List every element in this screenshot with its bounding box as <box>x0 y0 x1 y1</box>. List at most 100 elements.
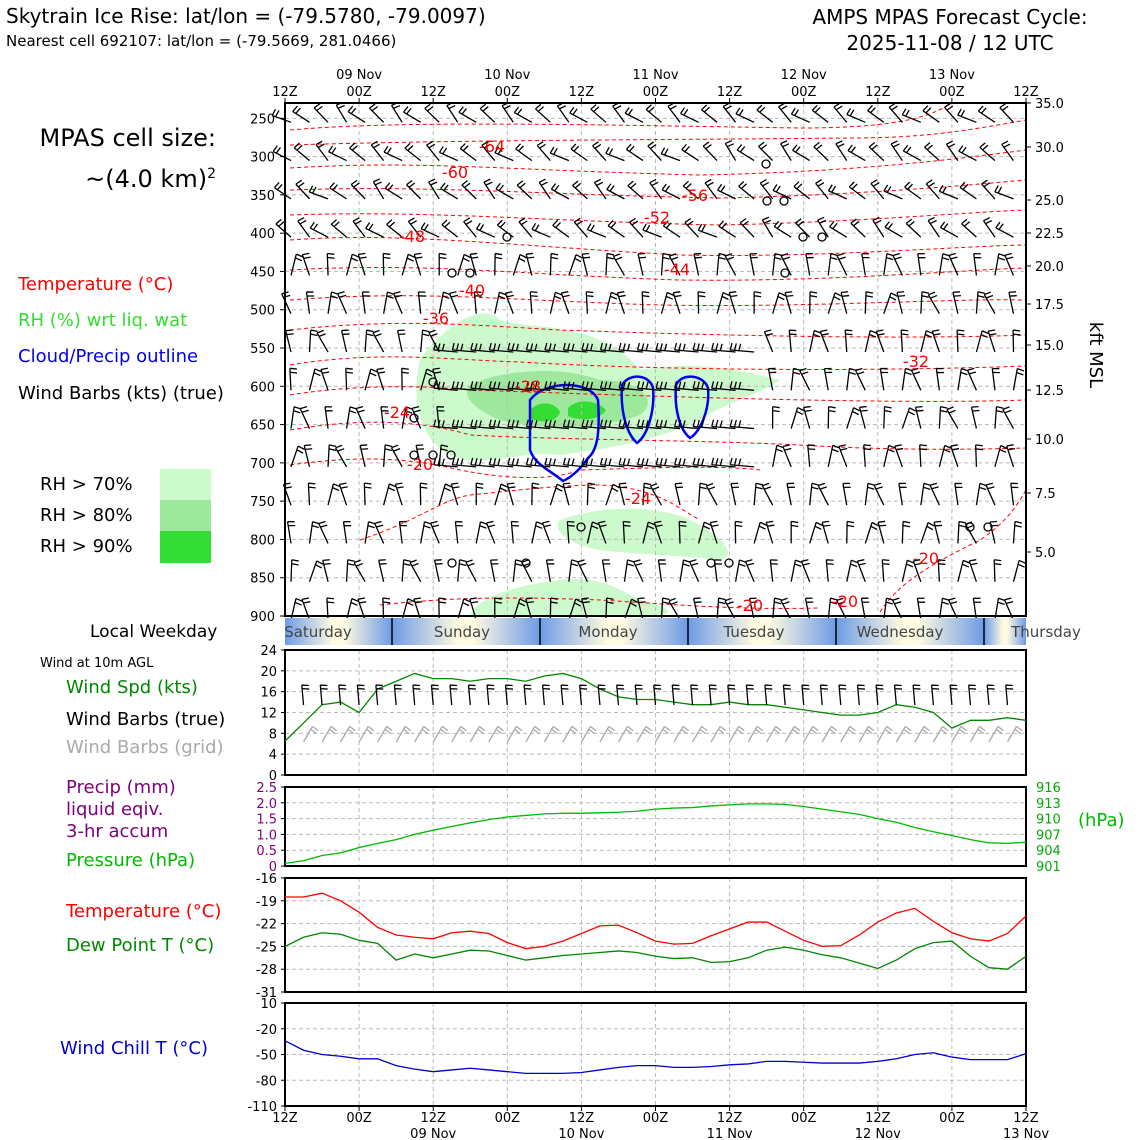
calm-wind-marker <box>817 232 827 242</box>
bottom-tick-label: 12Z <box>717 1111 743 1126</box>
wind-barb-upper <box>309 221 329 238</box>
wind-barb-upper <box>355 406 366 429</box>
wind-barb-upper <box>833 102 848 123</box>
wind-barb-10m <box>690 684 699 706</box>
wind-barb-upper <box>465 559 477 583</box>
y-tick-label-pressure: 750 <box>250 495 275 510</box>
wind-barb-upper <box>494 146 514 162</box>
wind-barb-upper <box>458 106 477 123</box>
weekday-strip: Saturday Sunday Monday Tuesday Wednesday Thur… <box>284 618 1081 645</box>
weekday-label: Sunday <box>434 623 490 641</box>
wind-barb-upper <box>544 342 569 353</box>
wind-barb-upper <box>335 101 348 123</box>
calm-wind-marker <box>428 377 438 387</box>
wind-barb-upper <box>494 252 503 276</box>
wind-barb-upper <box>470 381 495 391</box>
wind-barb-upper <box>401 598 415 621</box>
wind-barb-upper <box>391 101 403 123</box>
wind-barb-upper <box>457 253 471 276</box>
wind-barb-upper <box>549 252 559 276</box>
wind-barb-upper <box>451 381 477 391</box>
wind-barb-upper <box>668 253 681 276</box>
wind-barb-upper <box>483 178 496 200</box>
wind-barb-upper <box>577 559 588 583</box>
wind-barb-upper <box>924 142 940 162</box>
wind-barb-upper <box>912 559 922 582</box>
wind-barb-upper <box>753 521 767 544</box>
temperature-contour-label: -52 <box>644 208 670 227</box>
top-date-label: 09 Nov <box>336 68 382 83</box>
bottom-tick-label: 00Z <box>791 1111 817 1126</box>
wind-barb-upper <box>364 329 374 353</box>
wind-barb-upper <box>905 218 922 238</box>
wind-barb-upper <box>494 291 507 314</box>
top-tick-label: 12Z <box>272 85 298 100</box>
panel-y-tick-label: -19 <box>256 895 277 910</box>
wind-barb-upper <box>920 522 935 544</box>
wind-barb-upper <box>581 342 606 353</box>
cell-size-line1: MPAS cell size: <box>39 124 216 152</box>
wind-barb-10m <box>412 684 421 706</box>
temperature-contour-line <box>879 489 1027 613</box>
wind-barb-upper <box>991 367 1000 391</box>
wind-barb-upper <box>938 253 950 276</box>
wind-barb-upper <box>790 520 799 544</box>
legend-rh80-swatch <box>160 500 211 532</box>
wind-barb-upper <box>682 180 699 200</box>
y-tick-label-pressure: 550 <box>250 342 275 357</box>
pressure-tick-label: 904 <box>1036 844 1061 859</box>
wind-barb-upper <box>817 482 829 506</box>
wind-barb-upper <box>433 559 443 582</box>
wind-barb-upper <box>290 406 302 429</box>
panel-y-tick-label: -31 <box>256 986 277 1001</box>
wind-barb-upper <box>463 217 477 238</box>
y-tick-label-pressure: 800 <box>250 533 275 548</box>
wind-barb-upper <box>488 457 514 468</box>
wind-barb-grid <box>636 725 652 743</box>
calm-wind-marker <box>965 522 975 532</box>
wind-barb-upper <box>983 291 996 315</box>
wind-panel: 0 4 8 12 16 20 24 <box>260 644 1027 784</box>
wind-barb-upper <box>415 444 425 468</box>
temperature-contour-line <box>289 421 1027 450</box>
wind-barb-upper <box>512 253 527 276</box>
wind-barb-grid <box>1006 725 1023 743</box>
wind-barb-upper <box>320 367 330 391</box>
wind-barb-upper <box>945 140 959 161</box>
wind-barb-upper <box>892 252 903 276</box>
wind-barb-10m <box>338 684 347 706</box>
wind-barb-10m <box>727 684 736 706</box>
weekday-band <box>984 618 1026 645</box>
panel-y-tick-label: 1.5 <box>256 813 277 828</box>
wind-barb-upper <box>846 367 857 391</box>
wind-barb-upper <box>790 559 803 582</box>
wind-barb-upper <box>680 107 699 123</box>
wind-barb-upper <box>994 597 1006 621</box>
wind-barb-upper <box>413 252 423 276</box>
temperature-contour-line <box>289 356 1027 370</box>
wind-barb-upper <box>345 367 354 391</box>
wind-barb-grid <box>543 725 560 743</box>
wind-barb-upper <box>674 457 699 468</box>
wind-barb-upper <box>544 381 569 391</box>
wind-barb-upper <box>318 520 329 544</box>
wind-barb-10m <box>449 684 458 706</box>
wind-barb-10m <box>653 684 662 706</box>
wind-barb-upper <box>827 292 842 314</box>
y-tick-label-pressure: 250 <box>250 112 275 127</box>
bottom-tick-label: 12Z <box>865 1111 891 1126</box>
wind-barb-upper <box>734 559 747 582</box>
wind-barb-upper <box>718 220 736 238</box>
wind-barb-10m <box>819 684 828 706</box>
wind-barb-upper <box>717 183 736 200</box>
wind-barb-10m <box>301 684 310 706</box>
wind-barb-upper <box>823 367 833 391</box>
wind-barb-upper <box>392 291 403 314</box>
wind-barb-10m <box>745 684 754 706</box>
wind-barb-upper <box>864 521 879 544</box>
y-tick-label-pressure: 700 <box>250 457 275 472</box>
cell-size-label: MPAS cell size: ~(4.0 km)2 <box>20 120 216 197</box>
temperature-contour-label: -28 <box>515 377 541 396</box>
temperature-panel: -31 -28 -25 -22 -19 -16 <box>256 872 1027 1001</box>
wind-barb-upper <box>322 559 331 582</box>
